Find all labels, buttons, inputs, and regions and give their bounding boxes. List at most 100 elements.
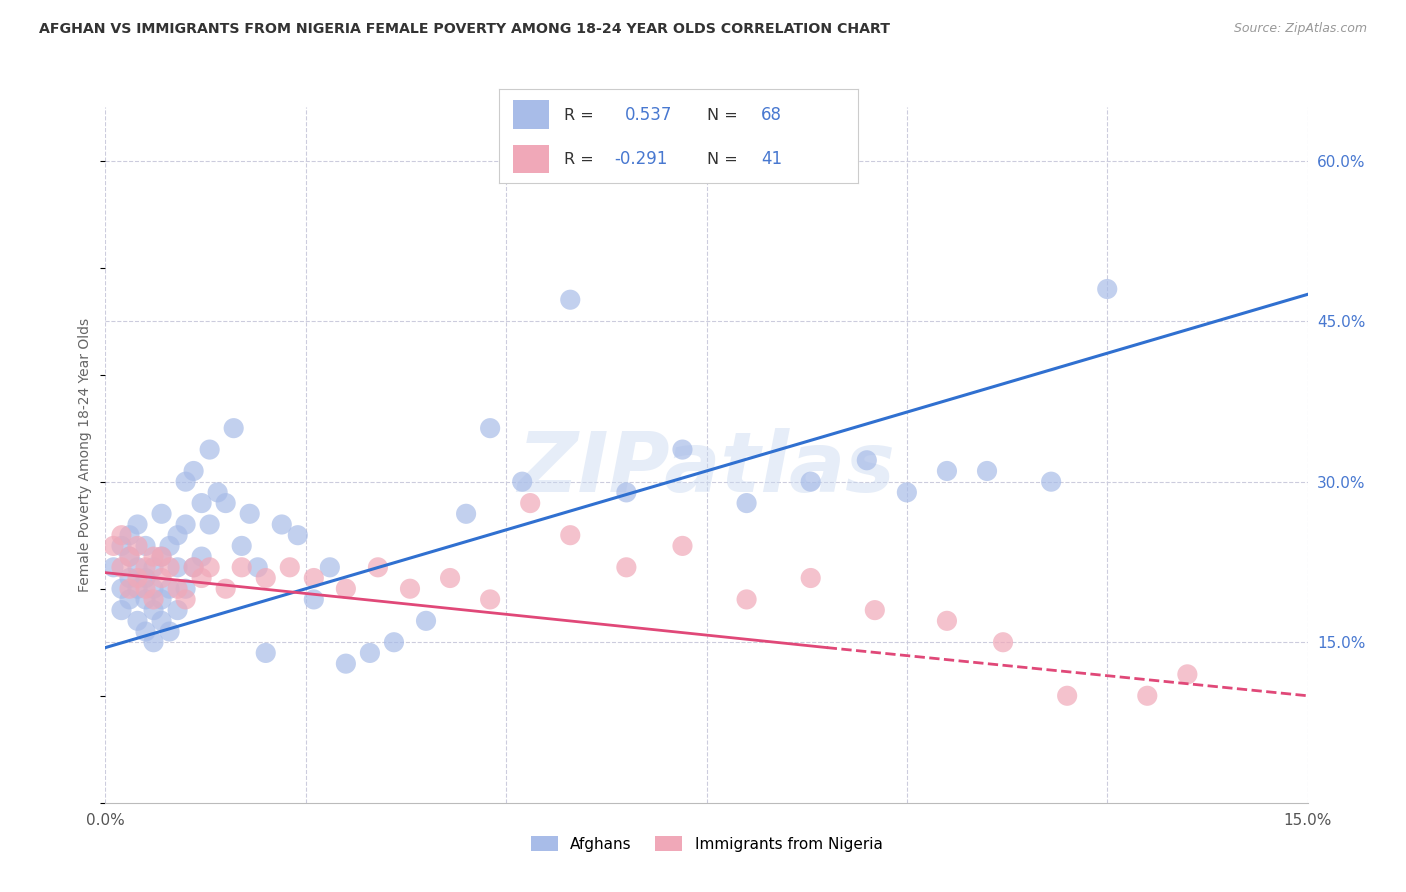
Text: R =: R =: [564, 108, 593, 123]
Point: [110, 528, 132, 542]
Point: [159, 560, 181, 574]
Point: [936, 614, 959, 628]
Point: [1097, 282, 1119, 296]
Point: [103, 560, 125, 574]
Point: [616, 560, 638, 574]
Point: [118, 528, 141, 542]
Point: [479, 592, 502, 607]
Point: [214, 582, 236, 596]
Point: [510, 475, 533, 489]
Legend: Afghans, Immigrants from Nigeria: Afghans, Immigrants from Nigeria: [524, 830, 889, 858]
Point: [246, 560, 269, 574]
Point: [231, 539, 253, 553]
Point: [183, 464, 205, 478]
Point: [110, 582, 132, 596]
Point: [439, 571, 461, 585]
Text: ZIPatlas: ZIPatlas: [517, 428, 896, 509]
Point: [127, 582, 149, 596]
Point: [166, 603, 188, 617]
Point: [183, 560, 205, 574]
Point: [150, 592, 173, 607]
Point: [359, 646, 381, 660]
Point: [166, 582, 188, 596]
Point: [1040, 475, 1063, 489]
Point: [415, 614, 437, 628]
Point: [183, 560, 205, 574]
Point: [190, 496, 212, 510]
Y-axis label: Female Poverty Among 18-24 Year Olds: Female Poverty Among 18-24 Year Olds: [79, 318, 93, 592]
Point: [231, 560, 253, 574]
Text: 41: 41: [761, 151, 782, 169]
Text: N =: N =: [707, 152, 738, 167]
Point: [287, 528, 309, 542]
Point: [118, 549, 141, 564]
Point: [127, 560, 149, 574]
Text: AFGHAN VS IMMIGRANTS FROM NIGERIA FEMALE POVERTY AMONG 18-24 YEAR OLDS CORRELATI: AFGHAN VS IMMIGRANTS FROM NIGERIA FEMALE…: [39, 22, 890, 37]
Point: [560, 528, 582, 542]
Point: [254, 571, 277, 585]
Point: [800, 475, 823, 489]
Point: [118, 582, 141, 596]
Point: [382, 635, 405, 649]
Text: -0.291: -0.291: [614, 151, 668, 169]
Point: [135, 624, 157, 639]
Point: [110, 539, 132, 553]
Point: [118, 571, 141, 585]
Point: [207, 485, 229, 500]
Point: [239, 507, 262, 521]
Point: [135, 539, 157, 553]
Point: [278, 560, 301, 574]
Point: [855, 453, 877, 467]
Point: [735, 496, 758, 510]
Point: [142, 549, 165, 564]
Point: [671, 539, 693, 553]
Point: [671, 442, 693, 457]
Point: [190, 571, 212, 585]
Point: [135, 592, 157, 607]
Text: Source: ZipAtlas.com: Source: ZipAtlas.com: [1233, 22, 1367, 36]
Point: [118, 592, 141, 607]
Point: [302, 571, 325, 585]
Point: [863, 603, 886, 617]
Point: [190, 549, 212, 564]
Point: [127, 614, 149, 628]
Point: [135, 582, 157, 596]
Point: [135, 560, 157, 574]
Point: [319, 560, 342, 574]
Point: [174, 592, 197, 607]
Point: [367, 560, 389, 574]
Point: [198, 517, 221, 532]
Point: [135, 571, 157, 585]
Point: [335, 657, 357, 671]
Point: [150, 549, 173, 564]
Point: [896, 485, 918, 500]
Point: [110, 560, 132, 574]
Point: [142, 560, 165, 574]
Point: [150, 571, 173, 585]
Point: [1136, 689, 1159, 703]
Point: [103, 539, 125, 553]
Point: [166, 528, 188, 542]
Point: [150, 614, 173, 628]
Text: R =: R =: [564, 152, 593, 167]
Point: [127, 539, 149, 553]
Point: [142, 635, 165, 649]
Point: [335, 582, 357, 596]
Point: [166, 560, 188, 574]
Point: [142, 592, 165, 607]
Point: [1177, 667, 1199, 681]
Point: [800, 571, 823, 585]
Point: [991, 635, 1014, 649]
Point: [302, 592, 325, 607]
Point: [174, 517, 197, 532]
Point: [198, 560, 221, 574]
Point: [198, 442, 221, 457]
Point: [222, 421, 245, 435]
Point: [616, 485, 638, 500]
Point: [127, 571, 149, 585]
Bar: [513, 145, 550, 173]
Point: [118, 549, 141, 564]
Bar: [513, 101, 550, 128]
Point: [214, 496, 236, 510]
Point: [454, 507, 477, 521]
